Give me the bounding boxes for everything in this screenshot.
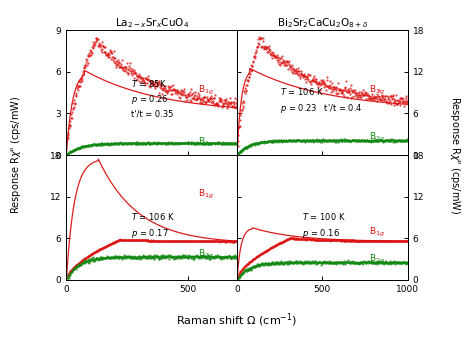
Text: Response R$\chi$" (cps/mW): Response R$\chi$" (cps/mW): [9, 96, 24, 214]
Title: La$_{2-x}$Sr$_x$CuO$_4$: La$_{2-x}$Sr$_x$CuO$_4$: [115, 16, 189, 30]
Text: $T$ = 106 K
$p$ = 0.17: $T$ = 106 K $p$ = 0.17: [131, 211, 175, 240]
Text: Response R$\chi$" (cps/mW): Response R$\chi$" (cps/mW): [448, 96, 462, 214]
Title: Bi$_2$Sr$_2$CaCu$_2$O$_{8+\delta}$: Bi$_2$Sr$_2$CaCu$_2$O$_{8+\delta}$: [277, 16, 368, 30]
Text: B$_{1g}$: B$_{1g}$: [198, 84, 214, 97]
Text: B$_{1g}$: B$_{1g}$: [198, 188, 214, 202]
Text: B$_{2g}$: B$_{2g}$: [198, 248, 214, 261]
Text: B$_{1g}$: B$_{1g}$: [369, 226, 385, 239]
Text: $T$ = 106 K
$p$ = 0.23   t'/t = 0.4: $T$ = 106 K $p$ = 0.23 t'/t = 0.4: [280, 86, 362, 115]
Text: $T$ = 100 K
$p$ = 0.16: $T$ = 100 K $p$ = 0.16: [302, 211, 346, 240]
Text: $T$ = 85K
$p$ = 0.26
t'/t = 0.35: $T$ = 85K $p$ = 0.26 t'/t = 0.35: [131, 78, 173, 119]
Text: B$_{2g}$: B$_{2g}$: [369, 131, 385, 144]
Text: Raman shift $\Omega$ (cm$^{-1}$): Raman shift $\Omega$ (cm$^{-1}$): [176, 311, 298, 329]
Text: B$_{2g}$: B$_{2g}$: [198, 136, 214, 149]
Text: B$_{1g}$: B$_{1g}$: [369, 84, 385, 97]
Text: B$_{2g}$: B$_{2g}$: [369, 253, 385, 266]
